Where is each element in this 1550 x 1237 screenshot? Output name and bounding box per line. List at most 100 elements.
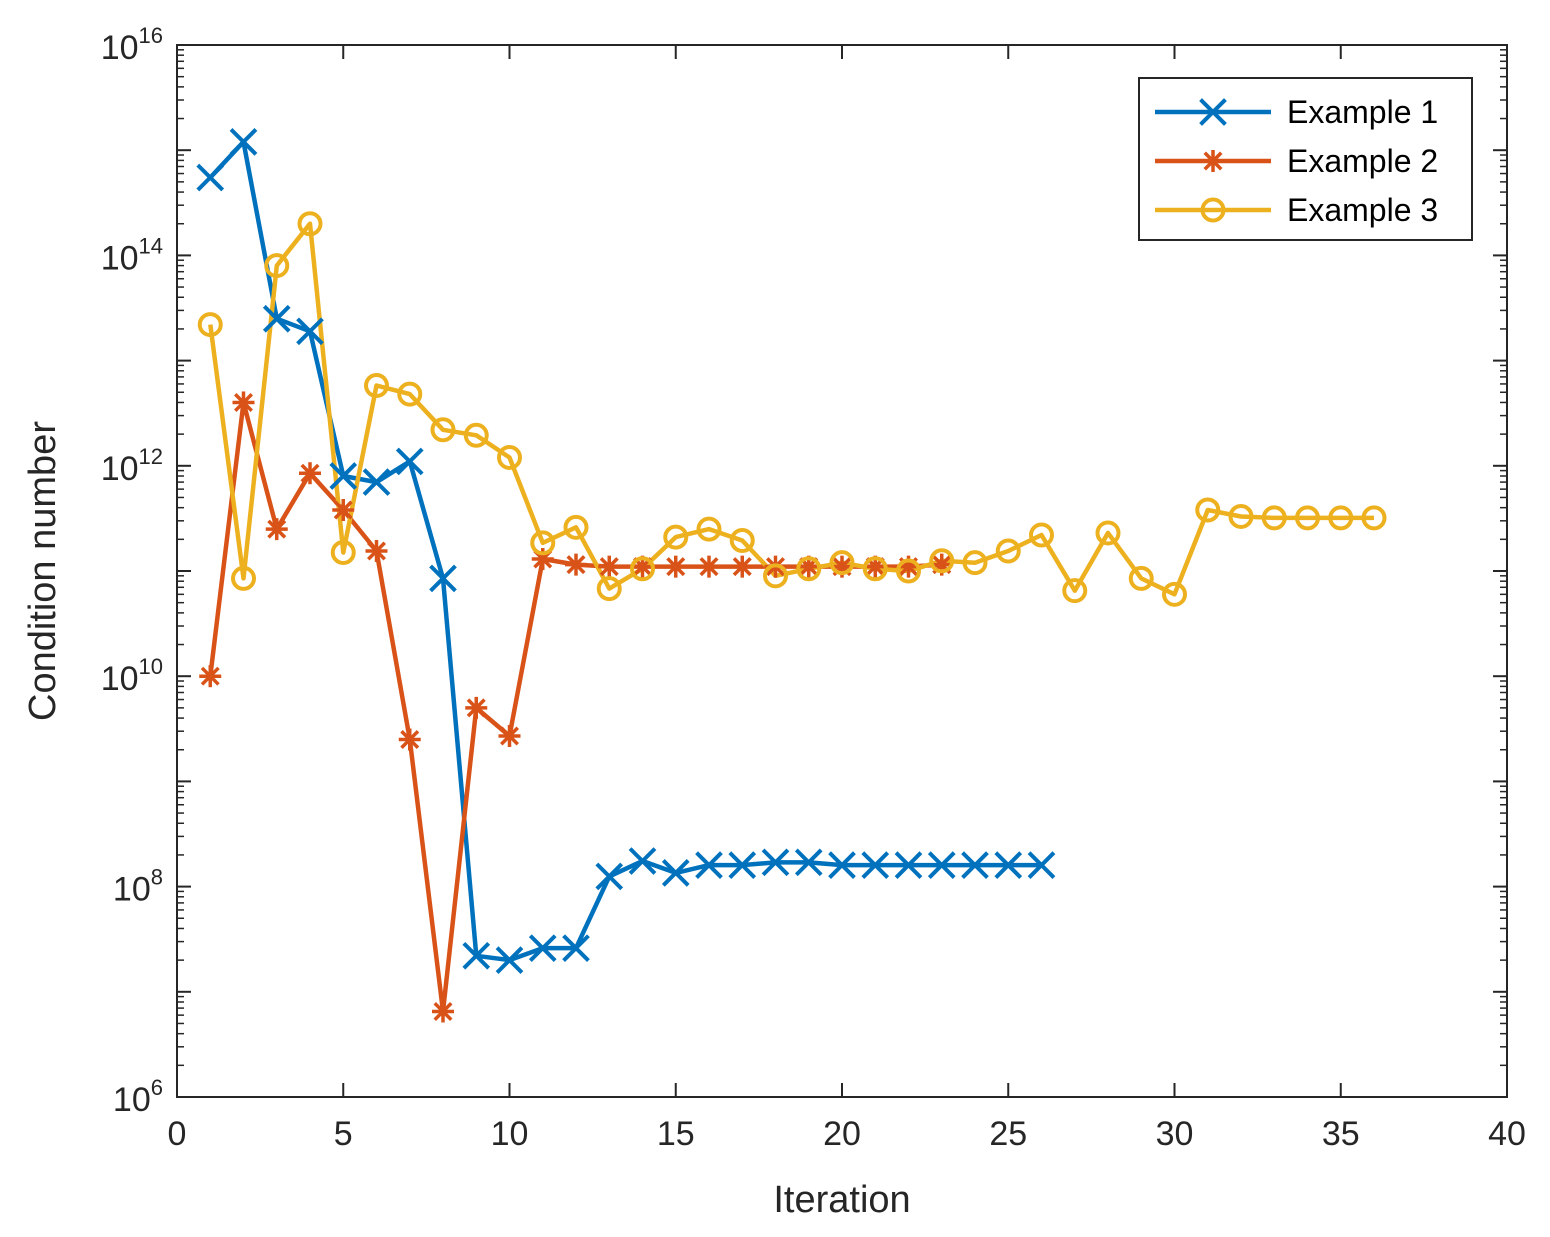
data-point-example-2: [232, 391, 255, 414]
data-point-example-1: [994, 851, 1023, 879]
data-point-example-3: [962, 550, 988, 576]
data-point-example-3: [264, 253, 290, 279]
data-point-example-1: [429, 564, 457, 593]
marker-stroke: [400, 730, 420, 750]
x-tick-label: 35: [1322, 1115, 1360, 1153]
marker-stroke: [333, 500, 353, 520]
data-point-example-3: [796, 556, 822, 582]
data-point-example-3: [430, 417, 456, 443]
data-point-example-2: [698, 555, 720, 578]
data-point-example-3: [197, 312, 223, 338]
data-point-example-1: [894, 851, 923, 879]
marker-stroke: [961, 851, 989, 879]
data-point-example-3: [1062, 578, 1088, 604]
legend-label-example-2: Example 2: [1287, 143, 1438, 179]
marker-stroke: [262, 304, 291, 333]
y-tick-label: 1010: [101, 654, 163, 698]
data-point-example-3: [497, 444, 522, 470]
data-point-example-3: [696, 516, 722, 542]
marker-stroke: [329, 462, 358, 490]
y-tick-label: 108: [113, 865, 163, 909]
data-point-example-1: [462, 941, 491, 970]
marker-stroke: [495, 946, 524, 974]
x-tick-label: 10: [491, 1115, 529, 1153]
marker-stroke: [794, 848, 823, 877]
data-point-example-1: [861, 851, 890, 879]
marker-stroke: [728, 851, 757, 879]
data-point-example-3: [729, 527, 755, 553]
data-point-example-2: [731, 555, 754, 578]
x-tick-label: 40: [1488, 1115, 1526, 1153]
data-point-example-3: [231, 565, 256, 591]
data-point-example-1: [927, 851, 956, 879]
marker-stroke: [395, 447, 424, 476]
tick-labels: 0 5 10 15 20 25 30 35 40 106 108 1010 1012 1014 1016: [101, 23, 1526, 1153]
data-point-example-2: [598, 555, 621, 578]
data-point-example-2: [299, 462, 321, 485]
plot-area-frame: [176, 44, 1508, 1098]
x-tick-label: 0: [168, 1115, 187, 1153]
data-point-example-1: [794, 848, 823, 877]
data-point-example-1: [728, 851, 757, 879]
data-point-example-1: [495, 946, 524, 974]
data-point-example-2: [498, 725, 521, 748]
data-point-example-2: [565, 553, 587, 576]
legend-entry-example-2: Example 2: [1155, 143, 1438, 179]
marker-stroke: [466, 698, 486, 718]
legend: Example 1 Example 2 Example 3: [1138, 77, 1473, 241]
data-point-example-1: [329, 462, 358, 490]
data-point-example-3: [596, 576, 622, 602]
data-point-example-1: [395, 447, 424, 476]
marker-stroke: [528, 934, 557, 962]
marker-stroke: [296, 317, 324, 346]
data-point-example-1: [296, 317, 324, 346]
x-tick-label: 30: [1156, 1115, 1194, 1153]
data-point-example-3: [397, 381, 423, 407]
legend-marker-example-3: [1200, 197, 1226, 223]
data-point-example-1: [628, 847, 657, 875]
y-tick-label: 1014: [101, 233, 163, 277]
marker-stroke: [861, 851, 890, 879]
data-point-example-3: [829, 550, 855, 576]
data-point-example-2: [398, 728, 421, 751]
data-point-example-1: [661, 859, 690, 887]
legend-entry-example-1: Example 1: [1155, 94, 1438, 130]
data-point-example-3: [1261, 505, 1287, 531]
marker-stroke: [362, 468, 391, 496]
data-point-example-1: [761, 848, 790, 877]
marker-stroke: [894, 851, 923, 879]
marker-stroke: [429, 564, 457, 593]
legend-marker-example-2: [1202, 150, 1224, 172]
marker-stroke: [462, 941, 491, 970]
marker-stroke: [994, 851, 1023, 879]
x-tick-label: 25: [989, 1115, 1027, 1153]
data-point-example-3: [630, 556, 655, 582]
data-point-example-2: [199, 665, 222, 688]
data-point-example-1: [961, 851, 989, 879]
marker-stroke: [732, 557, 752, 577]
marker-stroke: [500, 726, 519, 746]
data-point-example-3: [1361, 505, 1387, 531]
data-point-example-1: [1027, 851, 1056, 879]
data-point-example-3: [1162, 581, 1187, 607]
data-point-example-3: [995, 538, 1021, 564]
marker-stroke: [562, 934, 590, 962]
x-tick-label: 15: [657, 1115, 695, 1153]
data-point-example-3: [297, 211, 323, 237]
legend-marker-glyph: [1202, 150, 1224, 172]
data-point-example-2: [664, 555, 687, 578]
marker-stroke: [695, 851, 723, 879]
data-point-example-3: [1128, 565, 1154, 591]
data-point-example-1: [196, 163, 225, 192]
marker-stroke: [1027, 851, 1056, 879]
series-line-example-3: [208, 221, 1374, 597]
y-tick-label: 1012: [101, 444, 163, 488]
data-point-example-3: [530, 530, 556, 556]
marker-stroke: [367, 541, 386, 561]
data-point-example-3: [1228, 503, 1254, 529]
marker-stroke: [234, 392, 253, 412]
legend-entry-example-3: Example 3: [1155, 192, 1438, 228]
x-axis-label: Iteration: [773, 1179, 910, 1221]
data-point-example-1: [595, 862, 624, 891]
